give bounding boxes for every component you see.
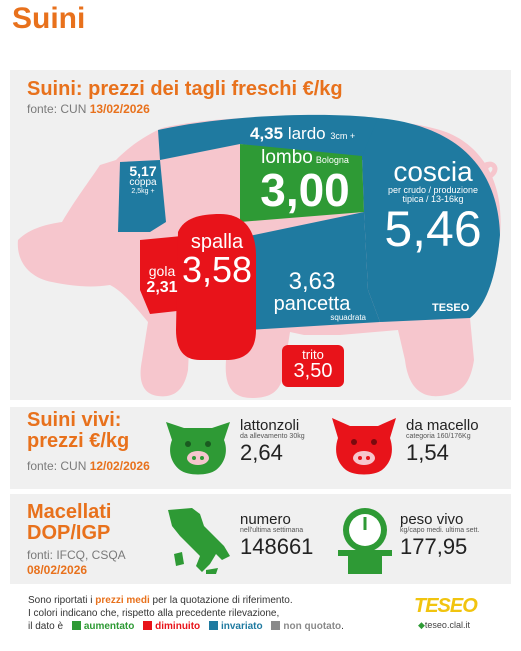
cut-coppa — [118, 160, 166, 232]
peso-block: peso vivo kg/capo medi. ultima sett. 177… — [400, 511, 480, 559]
teseo-logo: TESEO — [414, 595, 478, 617]
live-pigs-panel — [10, 407, 511, 489]
leaf-icon: ◆ — [418, 620, 425, 630]
teseo-url-link[interactable]: ◆teseo.clal.it — [418, 620, 470, 630]
pig-tail — [478, 161, 498, 180]
page-title: Suini — [12, 2, 86, 35]
cut-gola — [140, 236, 186, 314]
dop-title: Macellati DOP/IGP — [27, 501, 112, 544]
dop-date: 08/02/2026 — [27, 563, 88, 577]
live-title: Suini vivi: prezzi €/kg — [27, 409, 130, 452]
coscia-label: coscia per crudo / produzione tipica / 1… — [384, 156, 482, 257]
cut-trito — [282, 345, 344, 387]
spalla-label: spalla 3,58 — [181, 231, 253, 290]
live-source: fonte: CUN 12/02/2026 — [27, 459, 150, 473]
lardo-label: 4,35 lardo 3cm + — [250, 124, 356, 143]
cut-pancetta — [230, 212, 380, 330]
dop-igp-panel — [10, 494, 511, 584]
legend-swatch-non-quotato — [271, 621, 281, 630]
section-title: Suini: prezzi dei tagli freschi €/kg — [27, 78, 343, 100]
pig-head-red-icon — [332, 418, 396, 475]
coppa-label: 5,17 coppa 2,5kg + — [129, 163, 157, 195]
numero-block: numero nell'ultima settimana 148661 — [240, 511, 314, 559]
scale-icon — [338, 508, 392, 574]
legend-swatch-invariato — [208, 621, 218, 630]
lattonzoli-block: lattonzoli da allevamento 30kg 2,64 — [240, 417, 305, 465]
pig-head-green-icon — [166, 422, 230, 475]
map-logo: TESEO — [432, 302, 470, 314]
cut-lardo — [158, 114, 378, 160]
legend-swatch-aumentato — [71, 621, 81, 630]
italy-map-icon — [168, 508, 230, 574]
trito-label: trito 3,50 — [293, 347, 333, 382]
dop-source: fonti: IFCQ, CSQA — [27, 548, 126, 562]
pancetta-label: 3,63 pancetta squadrata — [273, 268, 366, 322]
source-line: fonte: CUN 13/02/2026 — [27, 102, 150, 116]
cut-coscia — [362, 118, 500, 322]
legend-swatch-diminuito — [143, 621, 153, 630]
cut-lombo — [240, 144, 364, 222]
footer-note: Sono riportati i prezzi medi per la quot… — [28, 595, 344, 632]
gola-label: gola 2,31 — [146, 263, 178, 297]
macello-block: da macello categoria 160/176Kg 1,54 — [406, 417, 479, 465]
cut-spalla — [176, 214, 256, 360]
lombo-label: lombo Bologna 3,00 — [260, 147, 350, 216]
